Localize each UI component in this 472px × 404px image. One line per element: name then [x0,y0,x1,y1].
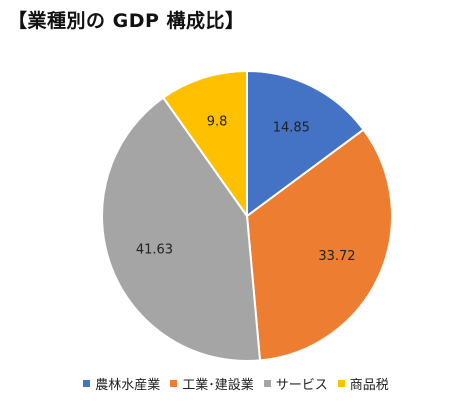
data-label-3: 41.63 [136,243,173,258]
legend-label-1: 農林水産業 [95,378,161,393]
legend-item-4: 商品税 [337,374,389,393]
legend-swatch-3 [263,380,271,387]
legend-swatch-1 [83,380,91,387]
chart-title: 【業種別の GDP 構成比】 [8,10,245,32]
legend-label-4: 商品税 [349,378,389,393]
data-label-2: 33.72 [318,249,355,264]
pie-slice-1 [246,69,365,218]
legend-swatch-4 [337,380,345,387]
data-label-1: 14.85 [273,120,310,135]
data-label-4: 9.8 [207,115,228,130]
legend-item-2: 工業･建設業 [170,374,254,393]
legend-label-3: サービス [275,378,328,393]
pie-slice-4 [161,69,248,220]
pie-slice-2 [245,128,393,362]
legend-item-1: 農林水産業 [83,374,160,393]
pie-slices [101,69,393,362]
legend-item-3: サービス [263,374,328,393]
legend-label-2: 工業･建設業 [182,378,254,393]
chart-legend: 農林水産業 工業･建設業 サービス 商品税 [0,374,472,393]
pie-data-labels: 14.85 33.72 41.63 9.8 [136,115,356,264]
pie-slice-3 [101,96,262,362]
legend-swatch-2 [170,380,178,387]
